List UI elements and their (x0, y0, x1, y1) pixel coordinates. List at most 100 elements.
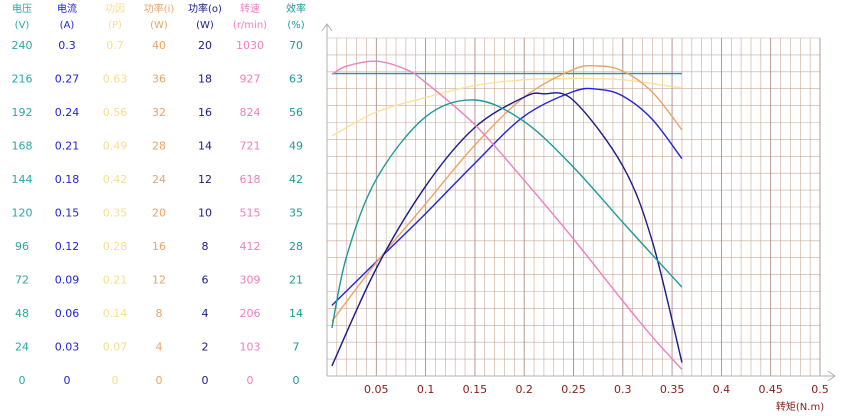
axis-tick-label: 36 (152, 73, 166, 86)
axis-tick-label: 412 (240, 240, 261, 253)
x-tick-label: 0.4 (713, 383, 731, 396)
grid (327, 37, 821, 376)
axis-tick-label: 0.07 (103, 341, 128, 354)
series-line (331, 99, 683, 329)
y-axis-arrow (321, 23, 333, 32)
axis-tick-label: 6 (202, 274, 209, 287)
axes (321, 23, 836, 382)
axis-tick-label: 70 (289, 39, 303, 52)
axis-header: 电流 (57, 2, 77, 15)
axis-tick-label: 927 (240, 73, 261, 86)
axis-tick-label: 2 (202, 341, 209, 354)
axis-header: 转速 (240, 2, 260, 15)
x-tick-label: 0.3 (614, 383, 632, 396)
axis-tick-label: 0.14 (103, 307, 128, 320)
axis-tick-label: 49 (289, 140, 303, 153)
axis-tick-label: 0 (156, 374, 163, 387)
axis-tick-label: 1030 (236, 39, 264, 52)
axis-tick-label: 4 (156, 341, 163, 354)
axis-unit: (W) (150, 20, 168, 31)
x-tick-label: 0.35 (660, 383, 685, 396)
axis-tick-label: 4 (202, 307, 209, 320)
axis-tick-label: 10 (198, 207, 212, 220)
axis-tick-label: 40 (152, 39, 166, 52)
series-line (331, 64, 683, 322)
axis-tick-label: 0.7 (106, 39, 124, 52)
x-axis-label: 转矩(N.m) (776, 400, 824, 413)
series-line (331, 77, 683, 137)
axis-tick-label: 21 (289, 274, 303, 287)
series-line (331, 87, 683, 306)
axis-tick-label: 20 (152, 207, 166, 220)
axis-tick-label: 120 (12, 207, 33, 220)
axis-header: 功因 (105, 3, 125, 15)
axis-unit: (V) (15, 20, 30, 31)
axis-tick-label: 144 (12, 173, 33, 186)
axis-tick-label: 0 (202, 374, 209, 387)
axis-tick-label: 14 (198, 140, 212, 153)
x-tick-label: 0.15 (463, 383, 488, 396)
axis-tick-label: 12 (198, 173, 212, 186)
axis-tick-label: 0.35 (103, 207, 128, 220)
axis-tick-label: 20 (198, 39, 212, 52)
axis-tick-label: 48 (15, 307, 29, 320)
axis-tick-label: 16 (152, 240, 166, 253)
axis-tick-label: 96 (15, 240, 29, 253)
axis-tick-label: 0.28 (103, 240, 128, 253)
axis-header: 功率(o) (188, 2, 222, 15)
axis-tick-label: 0.24 (55, 106, 80, 119)
axis-tick-label: 8 (156, 307, 163, 320)
axis-tick-label: 0.18 (55, 173, 80, 186)
axis-tick-label: 216 (12, 73, 33, 86)
axis-tick-label: 16 (198, 106, 212, 119)
axis-tick-label: 0.27 (55, 73, 80, 86)
axis-tick-label: 192 (12, 106, 33, 119)
axis-tick-label: 42 (289, 173, 303, 186)
axis-tick-label: 0.63 (103, 73, 128, 86)
axis-tick-label: 0.06 (55, 307, 80, 320)
axis-unit: (P) (108, 20, 122, 31)
axis-tick-label: 240 (12, 39, 33, 52)
axis-tick-label: 168 (12, 140, 33, 153)
axis-tick-label: 18 (198, 73, 212, 86)
axis-tick-label: 35 (289, 207, 303, 220)
axis-header: 电压 (12, 2, 32, 15)
axis-tick-label: 0.21 (55, 140, 80, 153)
axis-tick-label: 56 (289, 106, 303, 119)
axis-tick-label: 0.56 (103, 106, 128, 119)
axis-tick-label: 24 (152, 173, 166, 186)
series-lines (331, 60, 683, 370)
axis-unit: (A) (60, 20, 75, 31)
axis-tick-label: 28 (152, 140, 166, 153)
axis-tick-label: 0.12 (55, 240, 80, 253)
axis-header: 功率(i) (144, 2, 175, 15)
axis-tick-label: 515 (240, 207, 261, 220)
axis-tick-label: 0 (247, 374, 254, 387)
axis-tick-label: 63 (289, 73, 303, 86)
axis-tick-label: 0.21 (103, 274, 128, 287)
x-tick-label: 0.5 (811, 383, 829, 396)
axis-tick-label: 721 (240, 140, 261, 153)
axis-tick-label: 0.15 (55, 207, 80, 220)
axis-tick-label: 8 (202, 240, 209, 253)
axis-tick-label: 0.09 (55, 274, 80, 287)
axis-tick-label: 12 (152, 274, 166, 287)
axis-tick-label: 24 (15, 341, 29, 354)
x-tick-label: 0.2 (515, 383, 533, 396)
axis-tick-label: 0.42 (103, 173, 128, 186)
axis-header: 效率 (286, 2, 306, 15)
axis-unit: (r/min) (233, 20, 267, 31)
x-axis-tick-labels: 0.05 0.1 0.15 0.2 0.25 0.3 0.35 0.4 0.45 0.5 (364, 383, 829, 396)
axis-tick-label: 7 (293, 341, 300, 354)
axis-tick-label: 0 (19, 374, 26, 387)
axis-tick-label: 0.03 (55, 341, 80, 354)
axis-tick-label: 14 (289, 307, 303, 320)
axis-tick-label: 0.49 (103, 140, 128, 153)
axis-tick-label: 28 (289, 240, 303, 253)
axis-tick-label: 103 (240, 341, 261, 354)
axis-tick-label: 0 (112, 374, 119, 387)
axis-tick-label: 32 (152, 106, 166, 119)
axis-tick-label: 0 (293, 374, 300, 387)
x-tick-label: 0.25 (561, 383, 586, 396)
